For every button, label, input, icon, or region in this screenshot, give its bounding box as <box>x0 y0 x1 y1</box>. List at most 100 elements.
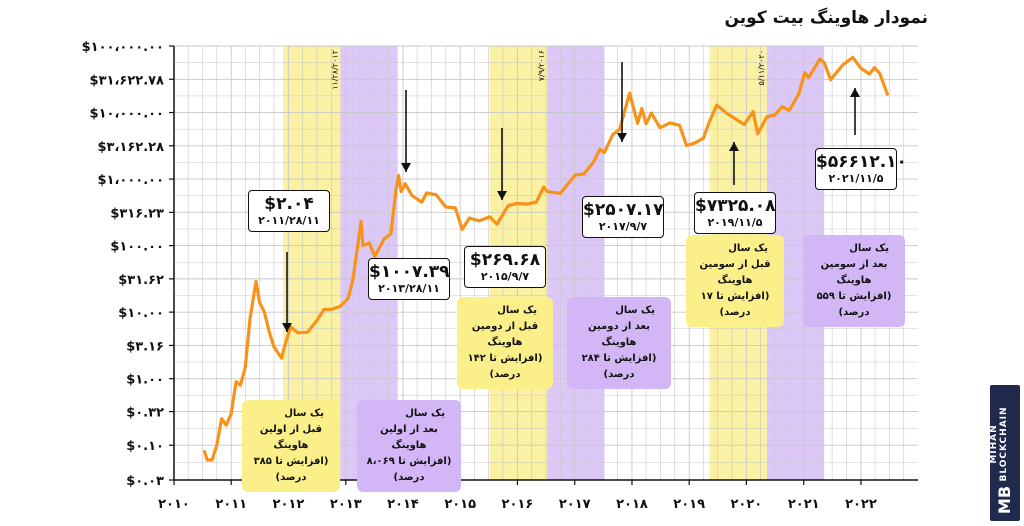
price-point <box>756 132 760 136</box>
price-point <box>636 121 640 125</box>
price-point <box>272 345 276 349</box>
price-point <box>339 304 342 308</box>
price-point <box>803 71 807 74</box>
price-point <box>397 174 400 177</box>
price-point <box>215 443 219 447</box>
price-point <box>515 202 519 205</box>
note-line-l3: (افزایش تا ۳۸۵ درصد) <box>253 456 329 483</box>
price-point <box>841 63 845 67</box>
x-tick-label: ۲۰۱۹ <box>673 497 705 512</box>
price-point <box>305 330 309 334</box>
note-line-l2: بعد از سومین هاوینگ <box>820 259 888 286</box>
price-point <box>534 200 538 204</box>
x-tick-label: ۲۰۱۷ <box>559 497 591 512</box>
price-point <box>284 341 288 344</box>
x-tick-label: ۲۰۱۲ <box>273 497 305 512</box>
price-point <box>495 222 499 226</box>
price-point <box>203 450 206 454</box>
callout-arrowhead <box>282 323 292 332</box>
callout-date: ۲۰۲۱/۱۱/۵ <box>828 172 884 185</box>
price-point <box>239 383 242 387</box>
price-point <box>542 185 546 189</box>
halving-date-label: ۱۱/۲۸/۲۰۱۲ <box>330 50 339 90</box>
price-point <box>859 66 863 70</box>
price-point <box>835 70 839 74</box>
price-point <box>885 92 889 96</box>
halving-note: یک سال بعد از سومین هاوینگ (افزایش تا ۵۵۹ … <box>803 235 905 327</box>
note-line-l1: یک سال <box>615 305 655 316</box>
price-point <box>592 160 595 164</box>
note-line-l1: یک سال <box>405 408 445 419</box>
price-point <box>453 206 457 210</box>
price-point <box>373 255 377 259</box>
x-tick-label: ۲۰۱۶ <box>502 497 534 512</box>
brand-line2: BLOCKCHAIN <box>999 406 1009 482</box>
price-point <box>263 310 266 314</box>
callout-arrowhead <box>850 88 860 97</box>
price-point <box>851 55 855 59</box>
price-point <box>234 380 238 384</box>
price-point <box>692 141 696 145</box>
price-point <box>640 107 644 110</box>
y-tick-label: $۱.۰۰ <box>126 373 164 388</box>
price-point <box>668 121 672 125</box>
price-point <box>389 232 393 236</box>
price-point <box>224 423 228 427</box>
callout-arrowhead <box>617 133 627 142</box>
price-point <box>220 417 224 421</box>
callout-price: $۷۳۲۵.۰۸ <box>695 196 776 216</box>
price-point <box>773 113 777 117</box>
price-point <box>229 412 233 415</box>
note-line-l2: قبل از سومین هاوینگ <box>699 259 771 286</box>
price-point <box>611 132 615 136</box>
halving-note: یک سال بعد از اولین هاوینگ (افزایش تا ۸،۰۶… <box>357 400 461 492</box>
price-point <box>210 458 214 462</box>
price-callout: $۷۳۲۵.۰۸ ۲۰۱۹/۱۱/۵ <box>694 192 776 234</box>
price-point <box>477 219 481 223</box>
price-point <box>506 204 510 207</box>
price-point <box>410 194 414 198</box>
price-point <box>359 220 363 223</box>
price-point <box>644 122 648 126</box>
callout-date: ۲۰۱۱/۲۸/۱۱ <box>258 214 320 227</box>
callout-arrowhead <box>497 191 507 200</box>
price-point <box>351 278 355 282</box>
callout-price: $۵۶۶۱۲.۱۰ <box>816 152 907 172</box>
note-line-l2: بعد از اولین هاوینگ <box>380 424 438 451</box>
price-point <box>267 330 271 334</box>
note-line-l3: (افزایش تا ۱۷ درصد) <box>700 291 770 318</box>
price-point <box>525 202 529 206</box>
x-tick-label: ۲۰۱۰ <box>158 497 190 512</box>
y-tick-label: $۳۱،۶۲۲.۷۸ <box>90 73 165 88</box>
callout-price: $۱۰۰۷.۳۹ <box>369 262 450 282</box>
price-callout: $۲۶۹.۶۸ ۲۰۱۵/۹/۷ <box>464 246 546 288</box>
price-point <box>618 127 622 131</box>
y-tick-label: $۰.۳۲ <box>126 406 164 421</box>
callout-price: $۲۶۹.۶۸ <box>469 250 541 270</box>
y-tick-label: $۱۰۰.۰۰ <box>110 240 164 255</box>
x-tick-label: ۲۰۱۸ <box>616 497 648 512</box>
price-point <box>434 193 438 197</box>
price-point <box>468 216 471 220</box>
note-line-l1: یک سال <box>497 305 537 316</box>
price-point <box>868 72 871 76</box>
x-tick-label: ۲۰۱۴ <box>387 497 419 512</box>
halving-note: یک سال قبل از اولین هاوینگ (افزایش تا ۳۸۵ … <box>242 400 340 492</box>
note-line-l3: (افزایش تا ۲۸۴ درصد) <box>581 353 657 380</box>
brand-mark: MB <box>995 485 1014 515</box>
price-point <box>765 115 769 119</box>
price-point <box>573 173 577 177</box>
x-tick-label: ۲۰۲۰ <box>731 497 763 512</box>
price-point <box>425 191 429 195</box>
price-point <box>807 76 811 80</box>
note-line-l1: یک سال <box>284 408 324 419</box>
price-callout: $۲.۰۴ ۲۰۱۱/۲۸/۱۱ <box>248 190 330 232</box>
y-tick-label: $۳،۱۶۲.۲۸ <box>97 140 164 155</box>
price-point <box>296 331 300 335</box>
halving-date-label: ۷/۹/۲۰۱۶ <box>537 50 546 81</box>
note-line-l2: قبل از اولین هاوینگ <box>259 424 323 451</box>
halving-note: یک سال قبل از دومین هاوینگ (افزایش تا ۱۴۲ … <box>457 297 553 389</box>
callout-date: ۲۰۱۹/۱۱/۵ <box>707 216 763 229</box>
y-tick-label: $۱،۰۰۰.۰۰ <box>97 173 164 188</box>
